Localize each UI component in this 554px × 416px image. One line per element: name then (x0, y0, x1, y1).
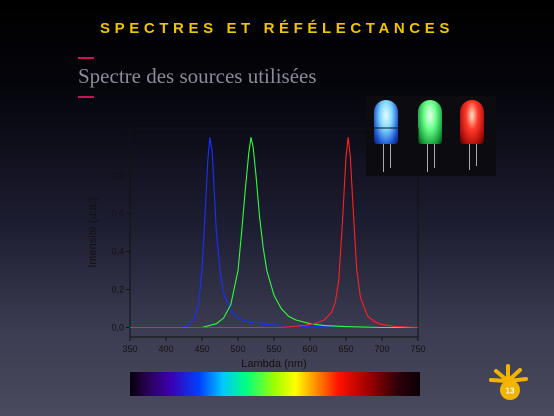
chart-axes (126, 127, 419, 341)
y-tick-label: 0,6 (111, 209, 124, 219)
series-line-1 (201, 136, 418, 329)
slide-title: SPECTRES ET RÉFÉLECTANCES (100, 20, 454, 37)
visible-spectrum-bar (130, 372, 420, 396)
chart-series (130, 136, 419, 329)
x-tick-label: 700 (374, 344, 389, 354)
slide-subtitle: Spectre des sources utilisées (78, 64, 317, 88)
led-leg (390, 144, 391, 168)
x-tick-label: 450 (194, 344, 209, 354)
x-axis-label: Lambda (nm) (241, 358, 306, 370)
accent-bar-bottom (78, 96, 94, 98)
y-tick-label: 0,2 (111, 285, 124, 295)
y-tick-label: 0,4 (111, 247, 124, 257)
y-axis-label: Intensité (u.a.) (87, 197, 99, 267)
accent-bar-top (78, 57, 94, 59)
green-led (418, 100, 442, 144)
series-line-2 (130, 136, 419, 329)
led-photo (366, 96, 496, 176)
x-tick-label: 650 (338, 344, 353, 354)
page-number: 13 (506, 387, 515, 396)
led-leg (469, 144, 470, 170)
y-tick-label: 0,0 (111, 323, 124, 333)
red-led (460, 100, 484, 144)
x-tick-label: 600 (302, 344, 317, 354)
chart-labels: 350 400 450 500 550 600 650 700 750 0,0 0,2 0,4 0,6 0… (87, 171, 426, 371)
led-leg (427, 144, 428, 172)
plot-frame (129, 127, 419, 338)
x-tick-label: 500 (230, 344, 245, 354)
x-tick-label: 350 (122, 344, 137, 354)
series-line-0 (166, 136, 418, 329)
x-tick-label: 550 (266, 344, 281, 354)
sun-icon: 13 (489, 364, 528, 400)
x-tick-label: 400 (158, 344, 173, 354)
y-tick-label: 0,8 (111, 171, 124, 181)
led-leg (476, 144, 477, 166)
x-tick-label: 750 (410, 344, 425, 354)
led-leg (434, 144, 435, 168)
blue-led (374, 100, 398, 144)
led-leg (383, 144, 384, 172)
